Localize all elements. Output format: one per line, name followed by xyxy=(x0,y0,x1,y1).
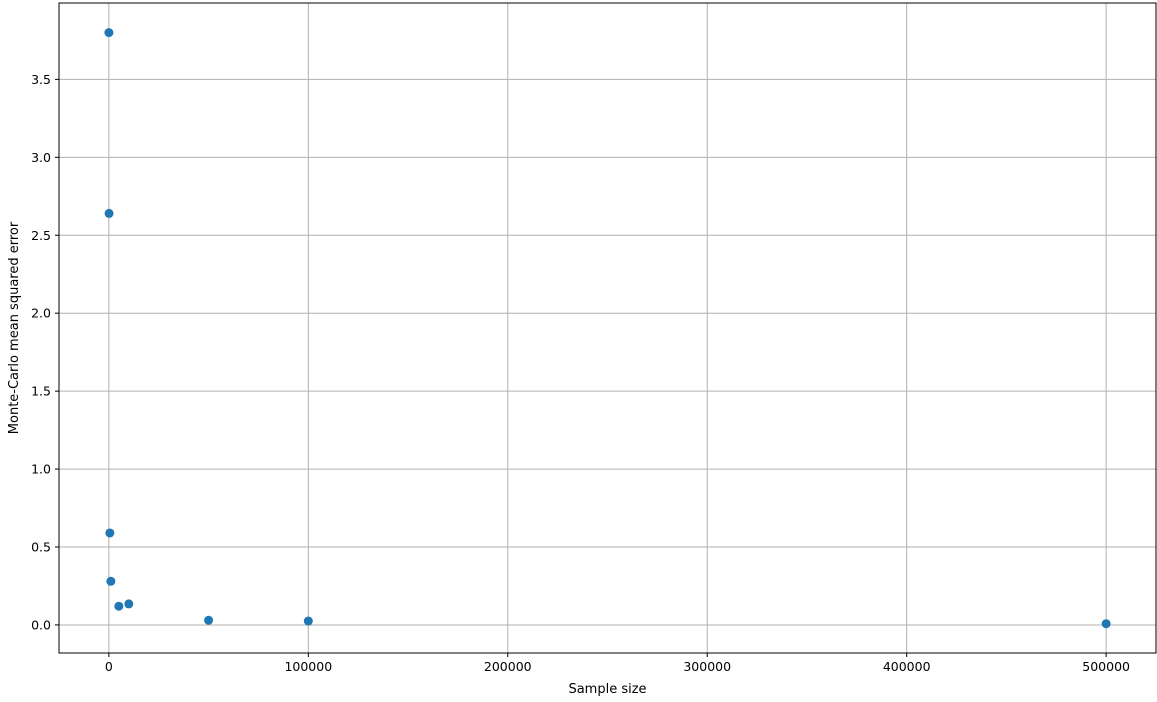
x-tick-label: 300000 xyxy=(683,659,731,674)
data-point xyxy=(104,28,114,38)
x-axis-ticks: 0 100000 200000 300000 400000 500000 xyxy=(105,653,1130,674)
y-tick-label: 0.5 xyxy=(31,540,51,555)
y-tick-label: 3.5 xyxy=(31,72,51,87)
grid-lines xyxy=(59,3,1156,653)
data-point xyxy=(104,208,114,218)
x-tick-label: 400000 xyxy=(883,659,931,674)
data-point xyxy=(106,576,116,586)
y-tick-label: 2.0 xyxy=(31,306,51,321)
y-tick-label: 0.0 xyxy=(31,617,51,632)
data-point xyxy=(105,528,115,538)
y-tick-label: 1.5 xyxy=(31,384,51,399)
x-tick-label: 500000 xyxy=(1082,659,1130,674)
x-axis-label: Sample size xyxy=(568,682,646,697)
data-point xyxy=(114,601,124,611)
data-point xyxy=(204,615,214,625)
y-tick-label: 1.0 xyxy=(31,462,51,477)
x-tick-label: 100000 xyxy=(284,659,332,674)
data-points xyxy=(104,28,1111,629)
data-point xyxy=(1101,619,1111,629)
data-point xyxy=(303,616,313,626)
x-tick-label: 200000 xyxy=(484,659,532,674)
y-axis-label: Monte-Carlo mean squared error xyxy=(7,221,22,434)
y-tick-label: 2.5 xyxy=(31,228,51,243)
x-tick-label: 0 xyxy=(105,659,113,674)
plot-frame xyxy=(58,2,1157,654)
y-tick-label: 3.0 xyxy=(31,150,51,165)
y-axis-ticks: 0.0 0.5 1.0 1.5 2.0 2.5 3.0 3.5 xyxy=(31,72,59,632)
data-point xyxy=(124,599,134,609)
